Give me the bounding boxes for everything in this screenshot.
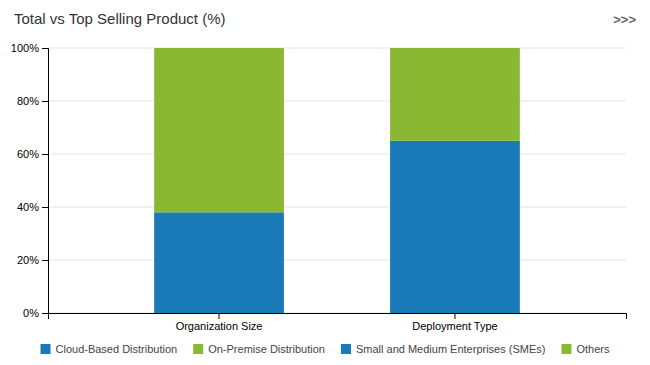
bar — [390, 141, 520, 313]
plot: Organization Size Deployment Type 0% 20% 40%… — [11, 42, 627, 332]
legend-item: Others — [561, 343, 610, 355]
grid-line — [48, 48, 626, 49]
x-tick-label: Deployment Type — [412, 320, 497, 332]
legend-item: Small and Medium Enterprises (SMEs) — [341, 343, 546, 355]
grid — [48, 48, 626, 313]
y-tick: 100% — [11, 42, 48, 54]
bars — [154, 48, 520, 313]
tick-mark — [42, 207, 48, 208]
y-tick-label: 60% — [17, 148, 39, 160]
y-tick: 20% — [17, 254, 48, 266]
tick-mark — [42, 154, 48, 155]
bar — [154, 48, 284, 212]
y-tick-label: 20% — [17, 254, 39, 266]
bar — [390, 48, 520, 141]
tick-mark — [42, 48, 48, 49]
legend-label: Cloud-Based Distribution — [56, 343, 178, 355]
grid-line — [48, 207, 626, 208]
tick-mark — [42, 313, 48, 314]
y-tick-label: 80% — [17, 95, 39, 107]
x-tick-label: Organization Size — [176, 320, 263, 332]
y-axis: 0% 20% 40% 60% 80% 100% — [11, 42, 49, 319]
y-tick-label: 100% — [11, 42, 39, 54]
legend-label: On-Premise Distribution — [208, 343, 325, 355]
bar — [154, 212, 284, 313]
y-tick: 40% — [17, 201, 48, 213]
x-tick: Deployment Type — [412, 313, 497, 332]
y-tick: 60% — [17, 148, 48, 160]
axis-domain — [42, 49, 49, 314]
grid-line — [48, 260, 626, 261]
legend-label: Others — [576, 343, 610, 355]
series — [154, 48, 520, 212]
tick-mark — [42, 260, 48, 261]
legend-item: On-Premise Distribution — [193, 343, 325, 355]
legend-swatch — [193, 344, 203, 354]
legend-item: Cloud-Based Distribution — [41, 343, 178, 355]
legend-swatch — [41, 344, 51, 354]
y-tick-label: 40% — [17, 201, 39, 213]
x-axis: Organization Size Deployment Type — [49, 313, 627, 332]
grid-line — [48, 154, 626, 155]
legend: Cloud-Based Distribution On-Premise Distr… — [41, 343, 610, 355]
title: Total vs Top Selling Product (%) — [14, 10, 226, 27]
legend-swatch — [341, 344, 351, 354]
y-tick-label: 0% — [23, 307, 39, 319]
tick-mark — [219, 313, 220, 319]
annotation: >>> — [613, 12, 636, 27]
tick-mark — [42, 101, 48, 102]
legend-swatch — [561, 344, 571, 354]
chart: Total vs Top Selling Product (%) >>> Cloud… — [0, 0, 650, 365]
y-tick: 80% — [17, 95, 48, 107]
y-tick: 0% — [23, 307, 48, 319]
x-tick: Organization Size — [176, 313, 263, 332]
legend-label: Small and Medium Enterprises (SMEs) — [356, 343, 546, 355]
axis-domain — [49, 314, 627, 320]
tick-mark — [454, 313, 455, 319]
grid-line — [48, 101, 626, 102]
